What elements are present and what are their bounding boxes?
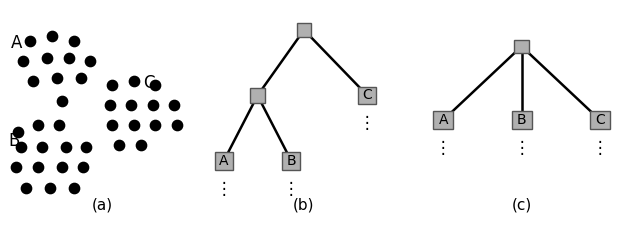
Point	[26, 39, 36, 43]
Point	[150, 123, 161, 127]
FancyBboxPatch shape	[433, 111, 453, 129]
Point	[33, 123, 43, 127]
Text: ⋮: ⋮	[283, 180, 300, 198]
Point	[33, 166, 43, 169]
Text: A: A	[438, 113, 448, 127]
Point	[126, 103, 136, 107]
FancyBboxPatch shape	[215, 152, 233, 170]
Text: ⋮: ⋮	[592, 139, 608, 158]
Point	[37, 146, 47, 149]
Text: C: C	[143, 74, 155, 92]
Text: B: B	[287, 154, 296, 168]
Point	[56, 99, 67, 103]
Text: ⋮: ⋮	[435, 139, 451, 158]
Text: (b): (b)	[293, 197, 315, 212]
Point	[81, 146, 91, 149]
Point	[107, 83, 117, 87]
FancyBboxPatch shape	[590, 111, 610, 129]
Point	[148, 103, 158, 107]
Point	[28, 79, 38, 83]
Point	[47, 34, 57, 38]
Point	[42, 57, 52, 60]
Text: B: B	[516, 113, 527, 127]
FancyBboxPatch shape	[296, 23, 312, 37]
Point	[18, 59, 28, 63]
Point	[169, 103, 179, 107]
Point	[172, 123, 182, 127]
Point	[129, 79, 139, 83]
FancyBboxPatch shape	[358, 87, 376, 104]
Point	[20, 186, 31, 189]
Point	[150, 83, 161, 87]
Text: A: A	[11, 34, 22, 52]
Text: (a): (a)	[92, 197, 113, 212]
Point	[114, 143, 124, 147]
Text: B: B	[9, 132, 20, 150]
Point	[54, 123, 64, 127]
Point	[68, 186, 79, 189]
FancyBboxPatch shape	[515, 40, 529, 53]
Text: ⋮: ⋮	[216, 180, 232, 198]
Point	[15, 146, 26, 149]
Point	[104, 103, 115, 107]
FancyBboxPatch shape	[282, 152, 300, 170]
Point	[11, 166, 21, 169]
Point	[129, 123, 139, 127]
Point	[13, 130, 24, 134]
Point	[56, 166, 67, 169]
Point	[68, 39, 79, 43]
Point	[76, 77, 86, 80]
FancyBboxPatch shape	[511, 111, 532, 129]
Text: ⋮: ⋮	[513, 139, 530, 158]
Text: ⋮: ⋮	[359, 114, 376, 132]
Point	[64, 57, 74, 60]
Point	[136, 143, 146, 147]
FancyBboxPatch shape	[250, 88, 265, 103]
Text: A: A	[219, 154, 228, 168]
Point	[61, 146, 72, 149]
Point	[78, 166, 88, 169]
Point	[107, 123, 117, 127]
Point	[52, 77, 62, 80]
Point	[45, 186, 54, 189]
Text: C: C	[595, 113, 605, 127]
Text: (c): (c)	[511, 197, 532, 212]
Point	[85, 59, 95, 63]
Text: C: C	[362, 89, 372, 103]
